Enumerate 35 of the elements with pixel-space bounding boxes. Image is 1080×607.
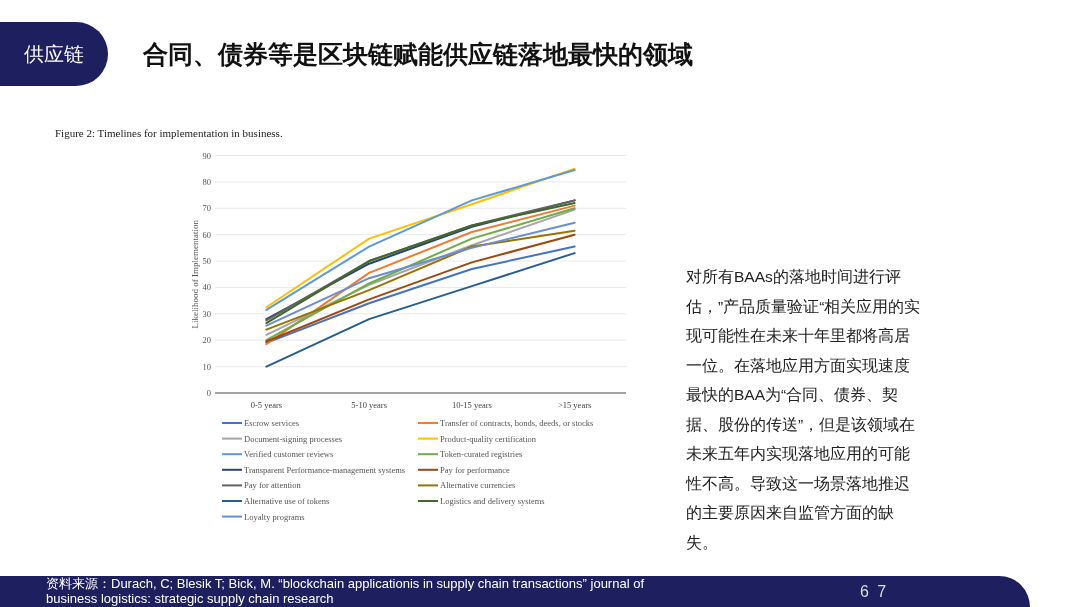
- text: 供应链: [0, 22, 108, 86]
- legend-label: Pay for attention: [244, 480, 302, 491]
- chart-subtitle: Figure 2: Timelines for implementation in business.: [55, 127, 283, 139]
- text: 对所有BAAs的落地时间进行评估，”产品质量验证“相关应用的实现可能性在未来十年里都将高居一位。在落地应用方面实现速度最快的BAA为“合同、债券、契据、股份的传送”，但是该领域在未来五年内实现落地应用的可能性不高。导致这一场景落地推迟的主要原因来自监管方面的缺失。: [686, 268, 921, 551]
- legend-label: Document-signing processes: [244, 433, 342, 444]
- legend-label: Token-curated registries: [440, 449, 523, 460]
- legend-label: Product-quality certification: [440, 433, 537, 444]
- chart-title: 合同、债券等是区块链赋能供应链落地最快的领域: [143, 39, 693, 70]
- text: 6 7: [860, 583, 889, 601]
- y-tick-label: 30: [202, 308, 211, 319]
- legend-label: Logistics and delivery systems: [440, 496, 545, 506]
- legend-label: Loyalty programs: [244, 511, 305, 522]
- y-tick-label: 20: [202, 335, 211, 346]
- x-tick-label: 0-5 years: [250, 400, 283, 410]
- y-axis-title: Likelihood of Implementation: [190, 219, 200, 329]
- y-tick-label: 90: [202, 150, 211, 161]
- x-tick-label: 10-15 years: [451, 400, 492, 410]
- y-tick-label: 10: [202, 361, 211, 372]
- y-tick-label: 0: [206, 388, 211, 398]
- y-tick-label: 60: [202, 229, 211, 240]
- legend-label: Alternative currencies: [440, 480, 516, 491]
- legend-label: Transfer of contracts, bonds, deeds, or stocks: [440, 418, 594, 428]
- line-series: [265, 252, 576, 368]
- legend-label: Transparent Performance-management systems: [244, 464, 406, 475]
- y-tick-label: 70: [202, 203, 211, 214]
- legend-label: Verified customer reviews: [244, 449, 334, 460]
- text: 资料来源：Durach, C; Blesik T; Bick, M. “blockchain applicationis in supply chain transactions” journal of business logistics: strategic supply chain research: [46, 576, 645, 606]
- x-tick-label: >15 years: [557, 400, 592, 410]
- y-tick-label: 50: [202, 256, 211, 267]
- y-tick-label: 40: [202, 282, 211, 293]
- legend-label: Alternative use of tokens: [244, 496, 330, 506]
- y-tick-label: 80: [202, 176, 211, 187]
- legend-label: Escrow services: [244, 418, 299, 428]
- x-tick-label: 5-10 years: [351, 400, 387, 410]
- legend-label: Pay for performance: [440, 464, 511, 475]
